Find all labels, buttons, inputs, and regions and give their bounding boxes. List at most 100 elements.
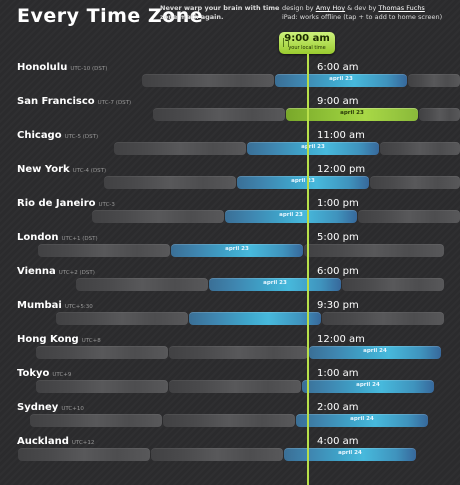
prev-day-bar[interactable] bbox=[142, 74, 274, 87]
city-name: Vienna bbox=[17, 266, 56, 277]
prev-day-bar[interactable] bbox=[18, 448, 150, 461]
timezone-row: Auckland UTC+12 4:00 am april 24 bbox=[0, 436, 460, 470]
local-time: 5:00 pm bbox=[317, 232, 359, 243]
day-bar[interactable]: april 23 bbox=[171, 244, 303, 257]
city-label: Hong Kong UTC+8 bbox=[17, 334, 101, 345]
utc-offset: UTC-7 (DST) bbox=[97, 100, 132, 106]
next-day-bar[interactable] bbox=[370, 176, 460, 189]
prev-day-bar[interactable] bbox=[163, 414, 295, 427]
next-day-bar[interactable] bbox=[342, 278, 444, 291]
prev-day-bar[interactable] bbox=[169, 346, 308, 359]
next-day-bar[interactable] bbox=[304, 244, 444, 257]
day-date: april 23 bbox=[263, 280, 287, 286]
timezone-row: San Francisco UTC-7 (DST) 9:00 am april 2… bbox=[0, 96, 460, 130]
city-label: Rio de Janeiro UTC-3 bbox=[17, 198, 115, 209]
prev-day-bar[interactable] bbox=[30, 414, 162, 427]
city-name: Sydney bbox=[17, 402, 59, 413]
day-date: april 24 bbox=[363, 348, 387, 354]
local-time: 2:00 am bbox=[317, 402, 359, 413]
prev-day-bar[interactable] bbox=[38, 244, 170, 257]
prev-day-bar[interactable] bbox=[76, 278, 208, 291]
utc-offset: UTC-4 (DST) bbox=[72, 168, 107, 174]
tagline: Never warp your brain with time zone mat… bbox=[160, 4, 280, 21]
day-bar[interactable]: april 24 bbox=[309, 346, 441, 359]
utc-offset: UTC-5 (DST) bbox=[64, 134, 99, 140]
city-name: Mumbai bbox=[17, 300, 62, 311]
day-bar[interactable]: april 24 bbox=[302, 380, 434, 393]
timezone-row: Hong Kong UTC+8 12:00 am april 24 bbox=[0, 334, 460, 368]
prev-day-bar[interactable] bbox=[92, 210, 224, 223]
day-bar[interactable]: april 23 bbox=[237, 176, 369, 189]
prev-day-bar[interactable] bbox=[104, 176, 236, 189]
local-time: 9:30 pm bbox=[317, 300, 359, 311]
day-date: april 23 bbox=[279, 212, 303, 218]
day-bar[interactable]: april 23 bbox=[247, 142, 379, 155]
timezone-row: Honolulu UTC-10 (DST) 6:00 am april 23 bbox=[0, 62, 460, 96]
utc-offset: UTC+2 (DST) bbox=[58, 270, 95, 276]
utc-offset: UTC-10 (DST) bbox=[70, 66, 108, 72]
developer-link[interactable]: Thomas Fuchs bbox=[378, 4, 425, 12]
credits-mid: & dev by bbox=[347, 4, 377, 12]
city-label: Mumbai UTC+5:30 bbox=[17, 300, 93, 311]
city-label: Chicago UTC-5 (DST) bbox=[17, 130, 98, 141]
day-bar[interactable]: april 23 bbox=[275, 74, 407, 87]
city-name: London bbox=[17, 232, 59, 243]
local-time: 12:00 pm bbox=[317, 164, 366, 175]
local-time: 4:00 am bbox=[317, 436, 359, 447]
prev-day-bar[interactable] bbox=[36, 380, 168, 393]
day-date: april 24 bbox=[350, 416, 374, 422]
prev-day-bar[interactable] bbox=[56, 312, 188, 325]
timezone-row: New York UTC-4 (DST) 12:00 pm april 23 bbox=[0, 164, 460, 198]
next-day-bar[interactable] bbox=[408, 74, 460, 87]
timezone-row: Tokyo UTC+9 1:00 am april 24 bbox=[0, 368, 460, 402]
city-name: Tokyo bbox=[17, 368, 50, 379]
next-day-bar[interactable] bbox=[419, 108, 460, 121]
day-bar[interactable]: april 23 bbox=[225, 210, 357, 223]
day-date: april 23 bbox=[225, 246, 249, 252]
city-name: Honolulu bbox=[17, 62, 68, 73]
utc-offset: UTC+10 bbox=[61, 406, 84, 412]
city-label: Tokyo UTC+9 bbox=[17, 368, 71, 379]
city-name: Hong Kong bbox=[17, 334, 79, 345]
utc-offset: UTC+5:30 bbox=[64, 304, 93, 310]
day-bar[interactable]: april 24 bbox=[284, 448, 416, 461]
local-time: 1:00 am bbox=[317, 368, 359, 379]
local-time: 6:00 am bbox=[317, 62, 359, 73]
local-time: 6:00 pm bbox=[317, 266, 359, 277]
day-bar-local[interactable]: april 23 bbox=[286, 108, 418, 121]
day-bar[interactable] bbox=[189, 312, 321, 325]
local-time: 9:00 am bbox=[317, 96, 359, 107]
prev-day-bar[interactable] bbox=[169, 380, 301, 393]
next-day-bar[interactable] bbox=[322, 312, 444, 325]
day-date: april 23 bbox=[329, 76, 353, 82]
day-bar[interactable]: april 23 bbox=[209, 278, 341, 291]
current-time-handle[interactable]: 9:00 am your local time bbox=[279, 32, 335, 54]
city-label: Honolulu UTC-10 (DST) bbox=[17, 62, 107, 73]
day-bar[interactable]: april 24 bbox=[296, 414, 428, 427]
day-date: april 24 bbox=[338, 450, 362, 456]
city-label: San Francisco UTC-7 (DST) bbox=[17, 96, 131, 107]
next-day-bar[interactable] bbox=[358, 210, 460, 223]
designer-link[interactable]: Amy Hoy bbox=[315, 4, 346, 12]
local-time: 1:00 pm bbox=[317, 198, 359, 209]
prev-day-bar[interactable] bbox=[36, 346, 168, 359]
timezone-row: Vienna UTC+2 (DST) 6:00 pm april 23 bbox=[0, 266, 460, 300]
prev-day-bar[interactable] bbox=[153, 108, 285, 121]
city-label: New York UTC-4 (DST) bbox=[17, 164, 106, 175]
local-time: 12:00 am bbox=[317, 334, 365, 345]
prev-day-bar[interactable] bbox=[151, 448, 283, 461]
credits: design by Amy Hoy & dev by Thomas Fuchs … bbox=[282, 4, 457, 22]
local-time: 11:00 am bbox=[317, 130, 365, 141]
city-name: Chicago bbox=[17, 130, 62, 141]
city-label: Auckland UTC+12 bbox=[17, 436, 94, 447]
app-title: Every Time Zone bbox=[17, 5, 204, 27]
city-name: Auckland bbox=[17, 436, 69, 447]
day-date: april 24 bbox=[356, 382, 380, 388]
timezone-row: Rio de Janeiro UTC-3 1:00 pm april 23 bbox=[0, 198, 460, 232]
city-label: Sydney UTC+10 bbox=[17, 402, 84, 413]
prev-day-bar[interactable] bbox=[114, 142, 246, 155]
timezone-row: London UTC+1 (DST) 5:00 pm april 23 bbox=[0, 232, 460, 266]
next-day-bar[interactable] bbox=[380, 142, 460, 155]
utc-offset: UTC+9 bbox=[52, 372, 72, 378]
city-name: Rio de Janeiro bbox=[17, 198, 96, 209]
